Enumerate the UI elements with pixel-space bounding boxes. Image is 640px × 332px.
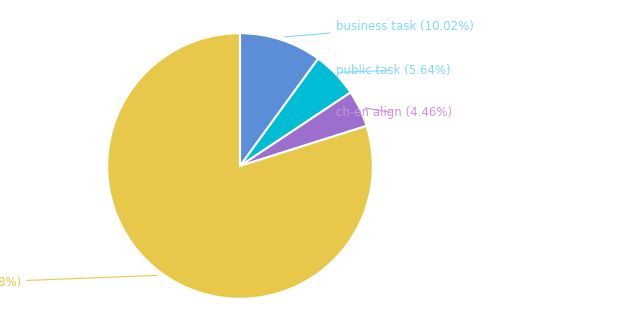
Wedge shape [240,59,351,166]
Text: public task (5.64%): public task (5.64%) [335,64,451,77]
Text: business task (10.02%): business task (10.02%) [285,20,474,37]
Wedge shape [240,33,318,166]
Text: public QA (79.88%): public QA (79.88%) [0,275,157,290]
Text: ch-en align (4.46%): ch-en align (4.46%) [335,106,452,120]
Wedge shape [240,93,367,166]
Wedge shape [108,33,373,299]
